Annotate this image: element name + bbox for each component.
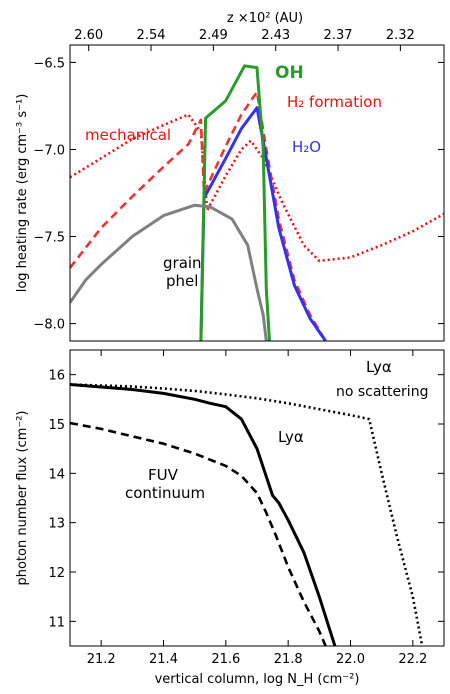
bottom-y-axis-label: photon number flux (cm⁻²) bbox=[15, 410, 30, 585]
bottom-x-tick-label: 21.2 bbox=[87, 652, 116, 667]
bottom-x-tick-label: 21.6 bbox=[211, 652, 240, 667]
label-h2-formation: H₂ formation bbox=[287, 93, 382, 111]
bottom-series-ly bbox=[70, 383, 337, 646]
bottom-panel-photon-flux: 21.2 21.4 21.6 21.8 22.0 22.2 11 12 13 14 15 16 ve… bbox=[15, 349, 445, 687]
top-y-tick-label: −7.5 bbox=[33, 231, 65, 246]
label-mechanical: mechanical bbox=[85, 126, 171, 144]
bottom-y-tick-label: 15 bbox=[48, 418, 65, 433]
top-axis-tick-label: 2.37 bbox=[324, 28, 353, 43]
top-panel-y-ticks: −8.0 −7.5 −7.0 −6.5 bbox=[33, 56, 444, 333]
top-axis-tick-label: 2.60 bbox=[74, 28, 103, 43]
bottom-x-tick-label: 22.0 bbox=[336, 652, 365, 667]
bottom-panel-y-ticks: 11 12 13 14 15 16 bbox=[48, 369, 444, 630]
label-lya: Lyα bbox=[278, 428, 304, 446]
bottom-y-tick-label: 14 bbox=[48, 467, 65, 482]
top-axis-tick-label: 2.54 bbox=[137, 28, 166, 43]
top-y-axis-label: log heating rate (erg cm⁻³ s⁻¹) bbox=[15, 94, 30, 293]
top-y-tick-label: −7.0 bbox=[33, 143, 65, 158]
top-series-grain-phel bbox=[70, 203, 268, 341]
label-lya-no-scattering-2: no scattering bbox=[336, 384, 428, 400]
top-axis-tick-label: 2.43 bbox=[261, 28, 290, 43]
bottom-y-tick-label: 13 bbox=[48, 517, 65, 532]
top-series-oh bbox=[199, 64, 271, 341]
bottom-y-tick-label: 11 bbox=[48, 615, 65, 630]
top-axis-tick-label: 2.49 bbox=[199, 28, 228, 43]
top-series-h-formation bbox=[70, 90, 327, 341]
bottom-x-tick-label: 22.2 bbox=[398, 652, 427, 667]
top-panel-frame bbox=[69, 44, 445, 342]
top-y-tick-label: −6.5 bbox=[33, 56, 65, 71]
label-h2o: H₂O bbox=[292, 138, 321, 156]
top-y-tick-label: −8.0 bbox=[33, 318, 65, 333]
top-axis-label: z ×10² (AU) bbox=[227, 11, 303, 26]
label-grain-2: phel bbox=[166, 272, 198, 290]
bottom-x-axis-label: vertical column, log N_H (cm⁻²) bbox=[155, 672, 360, 687]
top-panel-heating-rate: z ×10² (AU) 2.60 2.54 2.49 2.43 2.37 2.32 −8.… bbox=[15, 11, 445, 342]
label-lya-no-scattering-1: Lyα bbox=[366, 358, 392, 376]
bottom-y-tick-label: 16 bbox=[48, 369, 65, 384]
top-panel-series bbox=[70, 64, 444, 341]
bottom-panel-series bbox=[70, 383, 424, 646]
bottom-panel-frame bbox=[69, 349, 445, 647]
label-fuv-1: FUV bbox=[148, 466, 179, 484]
bottom-series-ly-no-scattering bbox=[70, 383, 424, 646]
bottom-x-tick-label: 21.8 bbox=[274, 652, 303, 667]
bottom-y-tick-label: 12 bbox=[48, 566, 65, 581]
label-oh: OH bbox=[275, 63, 304, 83]
top-axis-tick-label: 2.32 bbox=[386, 28, 415, 43]
top-series-mechanical bbox=[70, 113, 444, 263]
bottom-panel-x-ticks: 21.2 21.4 21.6 21.8 22.0 22.2 bbox=[87, 350, 427, 667]
bottom-series-fuv-continuum bbox=[70, 421, 327, 646]
bottom-x-tick-label: 21.4 bbox=[149, 652, 178, 667]
label-grain-1: grain bbox=[163, 254, 202, 272]
top-axis-ticks: 2.60 2.54 2.49 2.43 2.37 2.32 bbox=[74, 28, 415, 51]
label-fuv-2: continuum bbox=[125, 484, 205, 502]
